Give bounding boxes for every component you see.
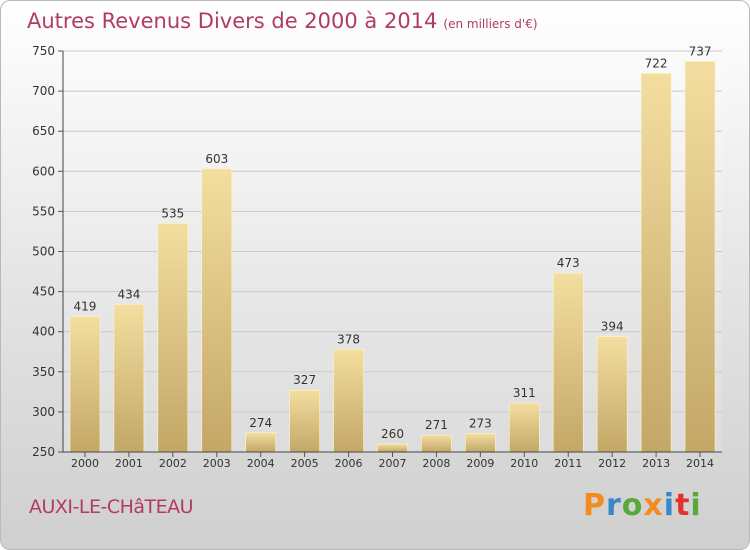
bar: [377, 443, 408, 453]
y-tick-label: 600: [32, 164, 55, 178]
x-tick-label: 2000: [71, 457, 99, 470]
logo-letter: x: [643, 488, 664, 523]
x-tick-label: 2011: [554, 457, 582, 470]
x-tick-label: 2004: [247, 457, 275, 470]
data-label: 473: [557, 256, 580, 270]
y-tick-label: 300: [32, 405, 55, 419]
x-tick-label: 2009: [466, 457, 494, 470]
bar: [333, 349, 364, 453]
y-tick-label: 250: [32, 445, 55, 459]
bar: [201, 168, 233, 453]
x-tick-label: 2013: [642, 457, 670, 470]
location-name: AUXI-LE-CHâTEAU: [29, 496, 194, 518]
bar: [508, 402, 540, 453]
bar: [113, 304, 145, 453]
data-label: 419: [74, 299, 97, 313]
chart-title-text: Autres Revenus Divers de 2000 à 2014: [27, 9, 438, 33]
axes: [58, 50, 722, 457]
logo-letter: i: [690, 488, 702, 523]
data-label: 737: [689, 44, 712, 58]
y-tick-label: 400: [32, 325, 55, 339]
chart-unit-note: (en milliers d'€): [443, 17, 538, 31]
logo-letter: t: [675, 488, 691, 523]
chart-title: Autres Revenus Divers de 2000 à 2014 (en …: [27, 9, 538, 33]
x-tick-label: 2006: [335, 457, 363, 470]
data-label: 434: [117, 287, 140, 301]
y-tick-label: 350: [32, 365, 55, 379]
bar: [421, 434, 452, 453]
y-tick-label: 450: [32, 285, 55, 299]
bar: [157, 223, 189, 453]
data-label: 311: [513, 386, 536, 400]
y-tick-label: 650: [32, 124, 55, 138]
x-tick-label: 2005: [291, 457, 319, 470]
data-label: 378: [337, 332, 360, 346]
data-label: 327: [293, 373, 316, 387]
proxiti-logo: Proxiti: [583, 488, 702, 523]
logo-letter: o: [621, 488, 644, 523]
data-label: 274: [249, 416, 272, 430]
data-label: 722: [645, 56, 668, 70]
x-tick-label: 2008: [422, 457, 450, 470]
bar: [596, 336, 628, 453]
x-tick-label: 2002: [159, 457, 187, 470]
bar: [684, 61, 716, 453]
logo-letter: r: [606, 488, 622, 523]
bar: [552, 272, 584, 453]
x-tick-label: 2003: [203, 457, 231, 470]
x-tick-label: 2001: [115, 457, 143, 470]
data-label: 603: [205, 152, 228, 166]
logo-letter: P: [583, 488, 606, 523]
x-tick-label: 2010: [510, 457, 538, 470]
bar: [245, 432, 276, 453]
data-label: 535: [161, 206, 184, 220]
data-label: 260: [381, 427, 404, 441]
data-label: 273: [469, 417, 492, 431]
y-tick-label: 750: [32, 44, 55, 58]
bar: [465, 433, 496, 453]
x-tick-label: 2007: [379, 457, 407, 470]
y-tick-label: 700: [32, 84, 55, 98]
x-tick-label: 2012: [598, 457, 626, 470]
y-tick-label: 500: [32, 245, 55, 259]
x-tick-label: 2014: [686, 457, 714, 470]
bar: [289, 389, 320, 453]
data-label: 394: [601, 320, 624, 334]
y-tick-label: 550: [32, 204, 55, 218]
bar: [69, 316, 101, 453]
logo-letter: i: [663, 488, 676, 523]
labels: 250 300 350 400 450 500 550 600 650 700 750 419 2000…: [32, 44, 714, 470]
bar: [640, 73, 672, 453]
data-label: 271: [425, 418, 448, 432]
